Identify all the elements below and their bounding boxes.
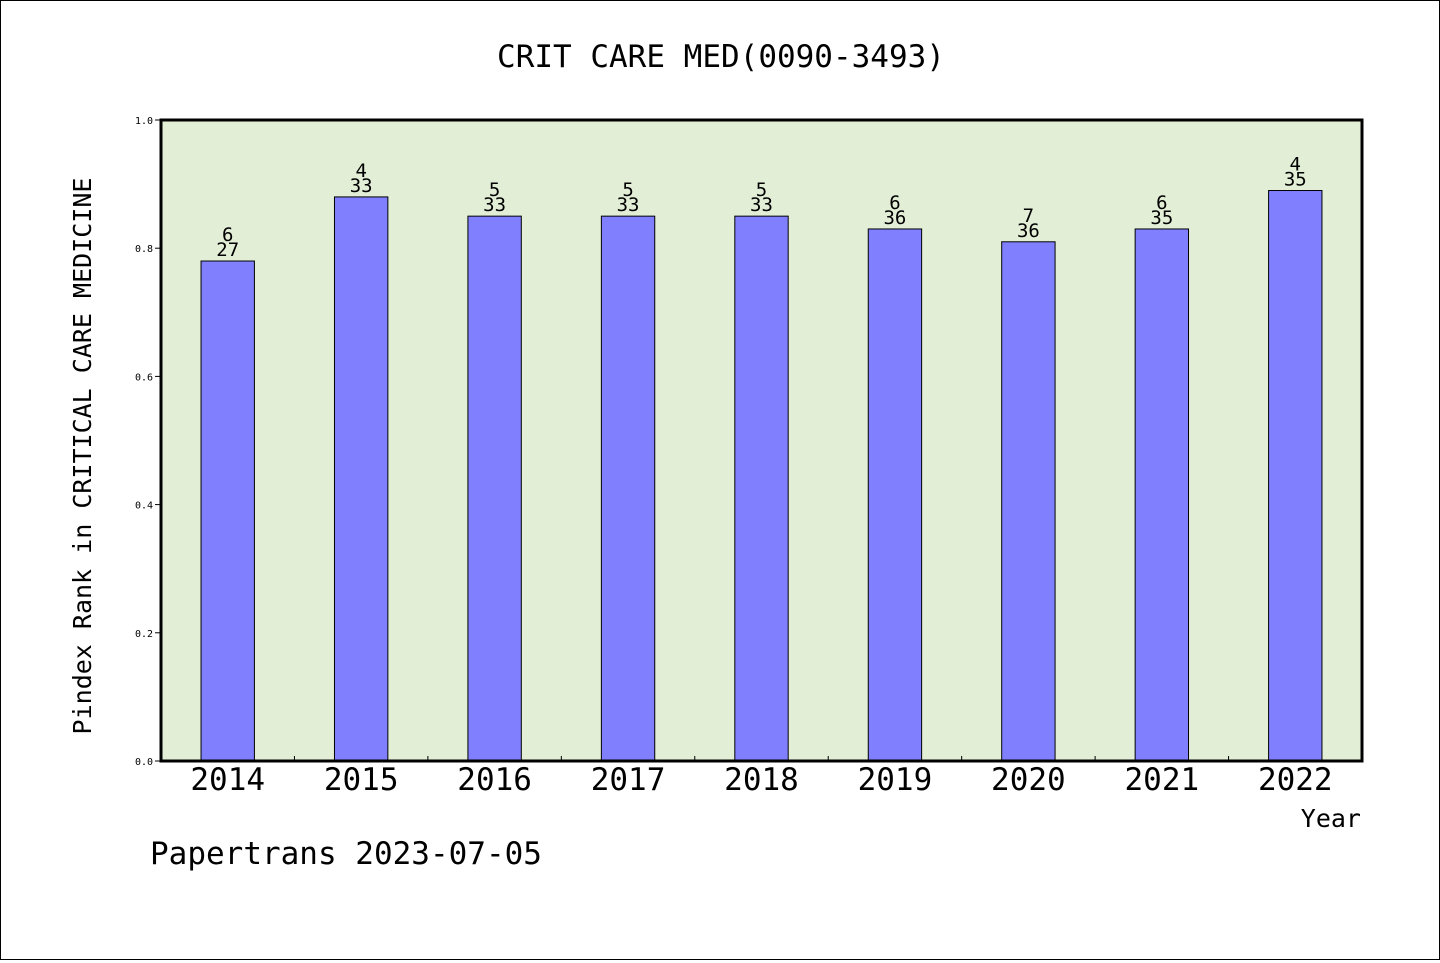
x-tick-label: 2014 — [190, 762, 265, 798]
bar-rank-label: 5 — [622, 179, 633, 201]
bar-total-label: 35 — [1150, 207, 1173, 229]
bar-total-label: 35 — [1284, 169, 1307, 191]
y-tick-label: 1.0 — [135, 116, 153, 127]
bar-2016 — [467, 215, 522, 762]
bar-rank-label: 6 — [1156, 192, 1167, 214]
bar-total-label: 36 — [883, 207, 906, 229]
plot-border — [159, 118, 1364, 763]
bar-rank-label: 5 — [489, 179, 500, 201]
y-axis-ticks: 0.0 0.2 0.4 0.6 0.8 1.0 — [135, 116, 161, 768]
x-tick-label: 2015 — [324, 762, 399, 798]
y-tick-label: 0.4 — [135, 501, 153, 512]
bar-rank-label: 7 — [1023, 205, 1034, 227]
bar-2020 — [1001, 241, 1056, 762]
x-tick-label: 2019 — [858, 762, 933, 798]
bar-2022 — [1268, 190, 1323, 762]
bar-rank-label: 4 — [355, 160, 366, 182]
x-tick-label: 2022 — [1258, 762, 1333, 798]
chart-title: CRIT CARE MED(0090-3493) — [497, 39, 945, 75]
bar-total-label: 27 — [216, 239, 239, 261]
bar-total-label: 33 — [750, 194, 773, 216]
bar-2021 — [1134, 228, 1190, 762]
x-tick-label: 2021 — [1125, 762, 1200, 798]
bar-2019 — [867, 228, 923, 762]
bar-2017 — [600, 215, 656, 762]
y-tick-label: 0.6 — [135, 372, 153, 383]
bar-2015 — [333, 196, 389, 762]
bar-2014 — [200, 260, 255, 762]
x-axis-labels: 2014 2015 2016 2017 2018 2019 2020 2021 2022 — [190, 762, 1332, 798]
y-tick-label: 0.8 — [135, 244, 153, 255]
bar-2018 — [734, 215, 789, 762]
y-tick-label: 0.0 — [135, 757, 153, 768]
footer-text: Papertrans 2023-07-05 — [150, 836, 542, 872]
x-tick-label: 2020 — [991, 762, 1066, 798]
bar-total-label: 33 — [350, 175, 373, 197]
x-tick-label: 2017 — [591, 762, 666, 798]
bars — [200, 190, 1323, 762]
x-tick-label: 2016 — [457, 762, 532, 798]
bar-rank-label: 6 — [222, 224, 233, 246]
bar-rank-label: 6 — [889, 192, 900, 214]
bar-total-label: 36 — [1017, 220, 1040, 242]
bar-total-label: 33 — [617, 194, 640, 216]
bar-total-label: 33 — [483, 194, 506, 216]
bar-rank-label: 5 — [756, 179, 767, 201]
x-tick-label: 2018 — [724, 762, 799, 798]
y-axis-label: Pindex Rank in CRITICAL CARE MEDICINE — [68, 178, 97, 735]
bar-rank-label: 4 — [1290, 154, 1301, 176]
x-axis-label: Year — [1301, 804, 1361, 833]
y-tick-label: 0.2 — [135, 629, 153, 640]
